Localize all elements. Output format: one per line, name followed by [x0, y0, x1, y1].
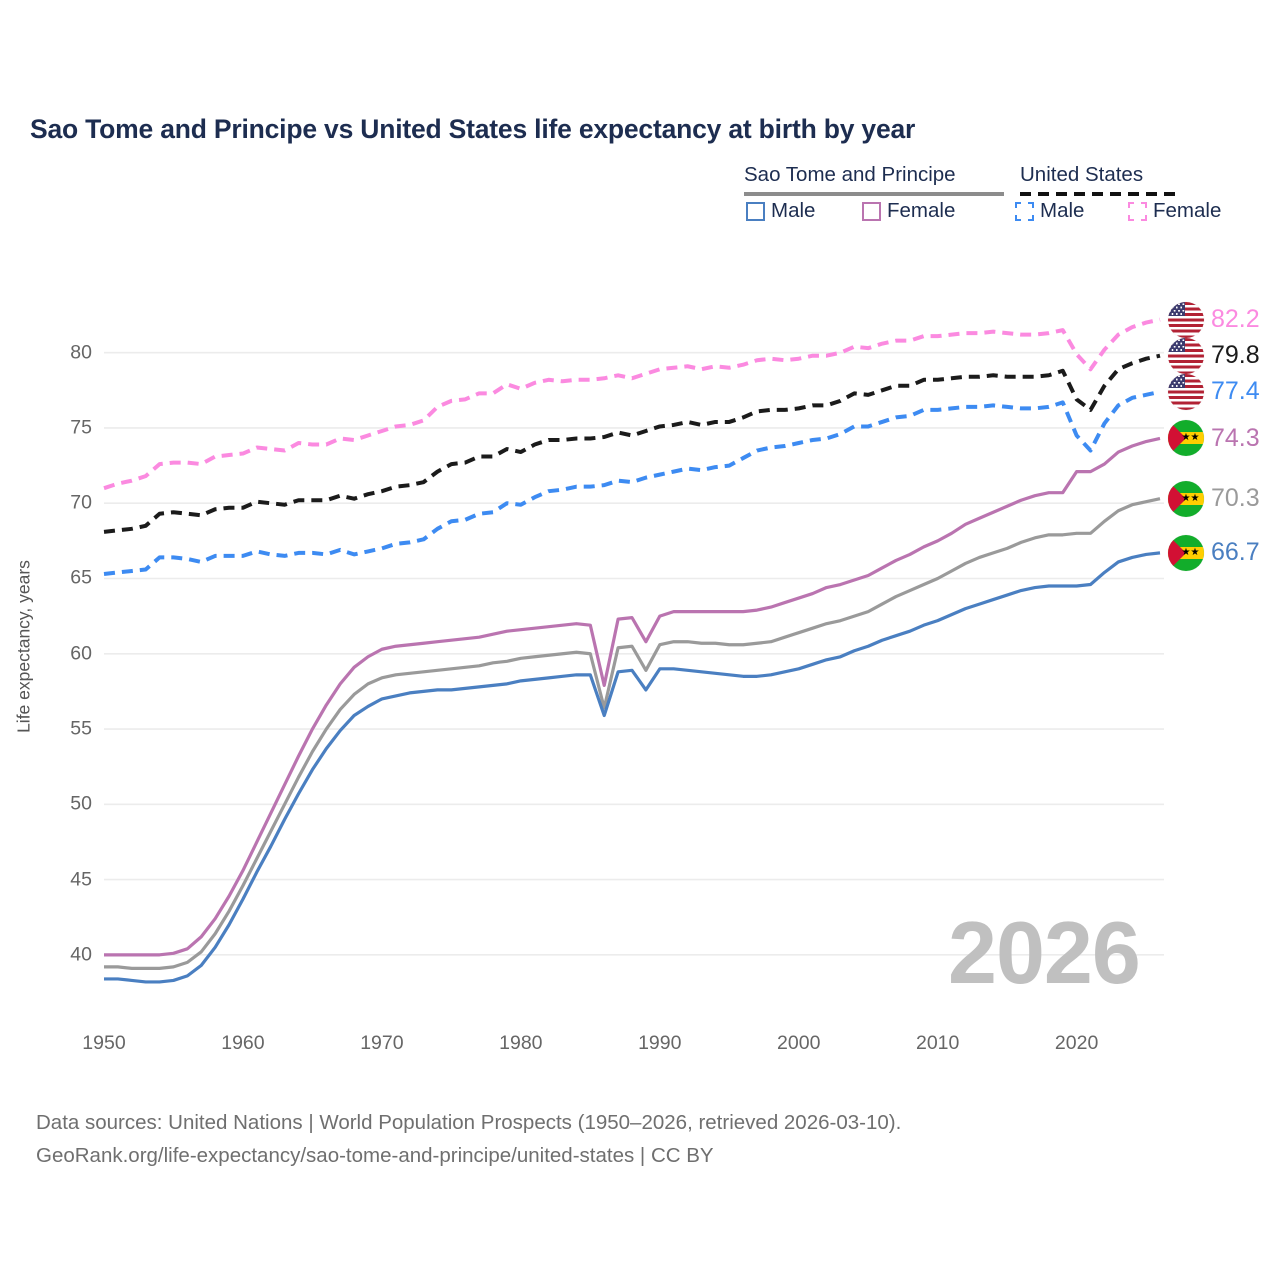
legend-swatch-us-female [1128, 201, 1147, 221]
us-flag-icon [1168, 373, 1204, 410]
legend-item-stp-male[interactable]: Male [746, 199, 815, 223]
x-axis-tick-1950: 1950 [82, 1032, 126, 1054]
y-axis-tick-70: 70 [70, 491, 92, 514]
legend-item-us-male[interactable]: Male [1015, 199, 1084, 223]
y-axis-tick-45: 45 [70, 868, 92, 891]
legend-swatch-stp-male [746, 201, 765, 221]
x-axis-tick-2000: 2000 [777, 1032, 821, 1054]
footer-attribution: GeoRank.org/life-expectancy/sao-tome-and… [36, 1144, 714, 1168]
y-axis-tick-40: 40 [70, 943, 92, 966]
end-value: 82.2 [1211, 305, 1260, 334]
series-line [104, 497, 1161, 970]
chart-legend: Sao Tome and Principe United States Male… [740, 163, 1250, 235]
end-label-sao-tome-and-principe-female: ★★ 74.3 [1168, 420, 1260, 457]
legend-group-title-sao-tome-and-principe: Sao Tome and Principe [744, 163, 956, 186]
sao-tome-and-principe-flag-icon: ★★ [1168, 420, 1204, 457]
x-axis-tick-1990: 1990 [638, 1032, 682, 1054]
sao-tome-and-principe-flag-icon: ★★ [1168, 534, 1204, 571]
legend-swatch-stp-female [862, 201, 881, 221]
y-axis-tick-60: 60 [70, 642, 92, 665]
sao-tome-and-principe-flag-icon: ★★ [1168, 480, 1204, 517]
end-value: 70.3 [1211, 484, 1260, 513]
end-label-sao-tome-and-principe-total: ★★ 70.3 [1168, 480, 1260, 517]
page-title: Sao Tome and Principe vs United States l… [30, 113, 916, 144]
legend-label-stp-female: Female [887, 199, 956, 222]
y-axis-title: Life expectancy, years [13, 560, 34, 733]
y-axis-tick-80: 80 [70, 341, 92, 364]
series-line [103, 389, 1161, 576]
x-axis-tick-2010: 2010 [915, 1032, 960, 1054]
x-axis-tick-2020: 2020 [1054, 1032, 1099, 1054]
us-flag-icon [1168, 337, 1204, 374]
legend-group-title-united-states: United States [1020, 163, 1144, 186]
end-value: 79.8 [1211, 341, 1260, 370]
end-label-united-states-total: 79.8 [1168, 337, 1260, 374]
end-value: 74.3 [1211, 423, 1260, 452]
legend-group-rule-sao-tome-and-principe [744, 192, 1004, 196]
x-axis-tick-1960: 1960 [221, 1032, 265, 1054]
legend-label-stp-male: Male [771, 199, 816, 222]
series-line [104, 436, 1161, 957]
x-axis-tick-1980: 1980 [499, 1032, 543, 1054]
x-axis-tick-1970: 1970 [360, 1032, 404, 1054]
footer-data-sources: Data sources: United Nations | World Pop… [36, 1111, 902, 1134]
y-axis-tick-65: 65 [70, 566, 92, 589]
legend-label-us-female: Female [1153, 199, 1222, 222]
legend-item-us-female[interactable]: Female [1128, 199, 1221, 223]
y-axis-tick-55: 55 [70, 717, 92, 740]
legend-group-rule-united-states [1020, 192, 1175, 196]
end-value: 77.4 [1211, 377, 1260, 406]
end-value: 66.7 [1211, 538, 1260, 567]
y-axis-tick-75: 75 [70, 416, 92, 439]
y-axis-tick-50: 50 [70, 792, 92, 815]
end-label-united-states-male: 77.4 [1168, 373, 1260, 410]
us-flag-icon [1168, 301, 1204, 338]
series-line [103, 353, 1161, 534]
series-line [103, 317, 1161, 491]
legend-label-us-male: Male [1040, 199, 1085, 222]
year-watermark: 2026 [948, 903, 1141, 1002]
chart-footer: Data sources: United Nations | World Pop… [36, 1106, 901, 1172]
legend-swatch-us-male [1015, 201, 1034, 221]
end-label-united-states-female: 82.2 [1168, 301, 1260, 338]
end-label-sao-tome-and-principe-male: ★★ 66.7 [1168, 534, 1260, 571]
legend-item-stp-female[interactable]: Female [862, 199, 955, 223]
